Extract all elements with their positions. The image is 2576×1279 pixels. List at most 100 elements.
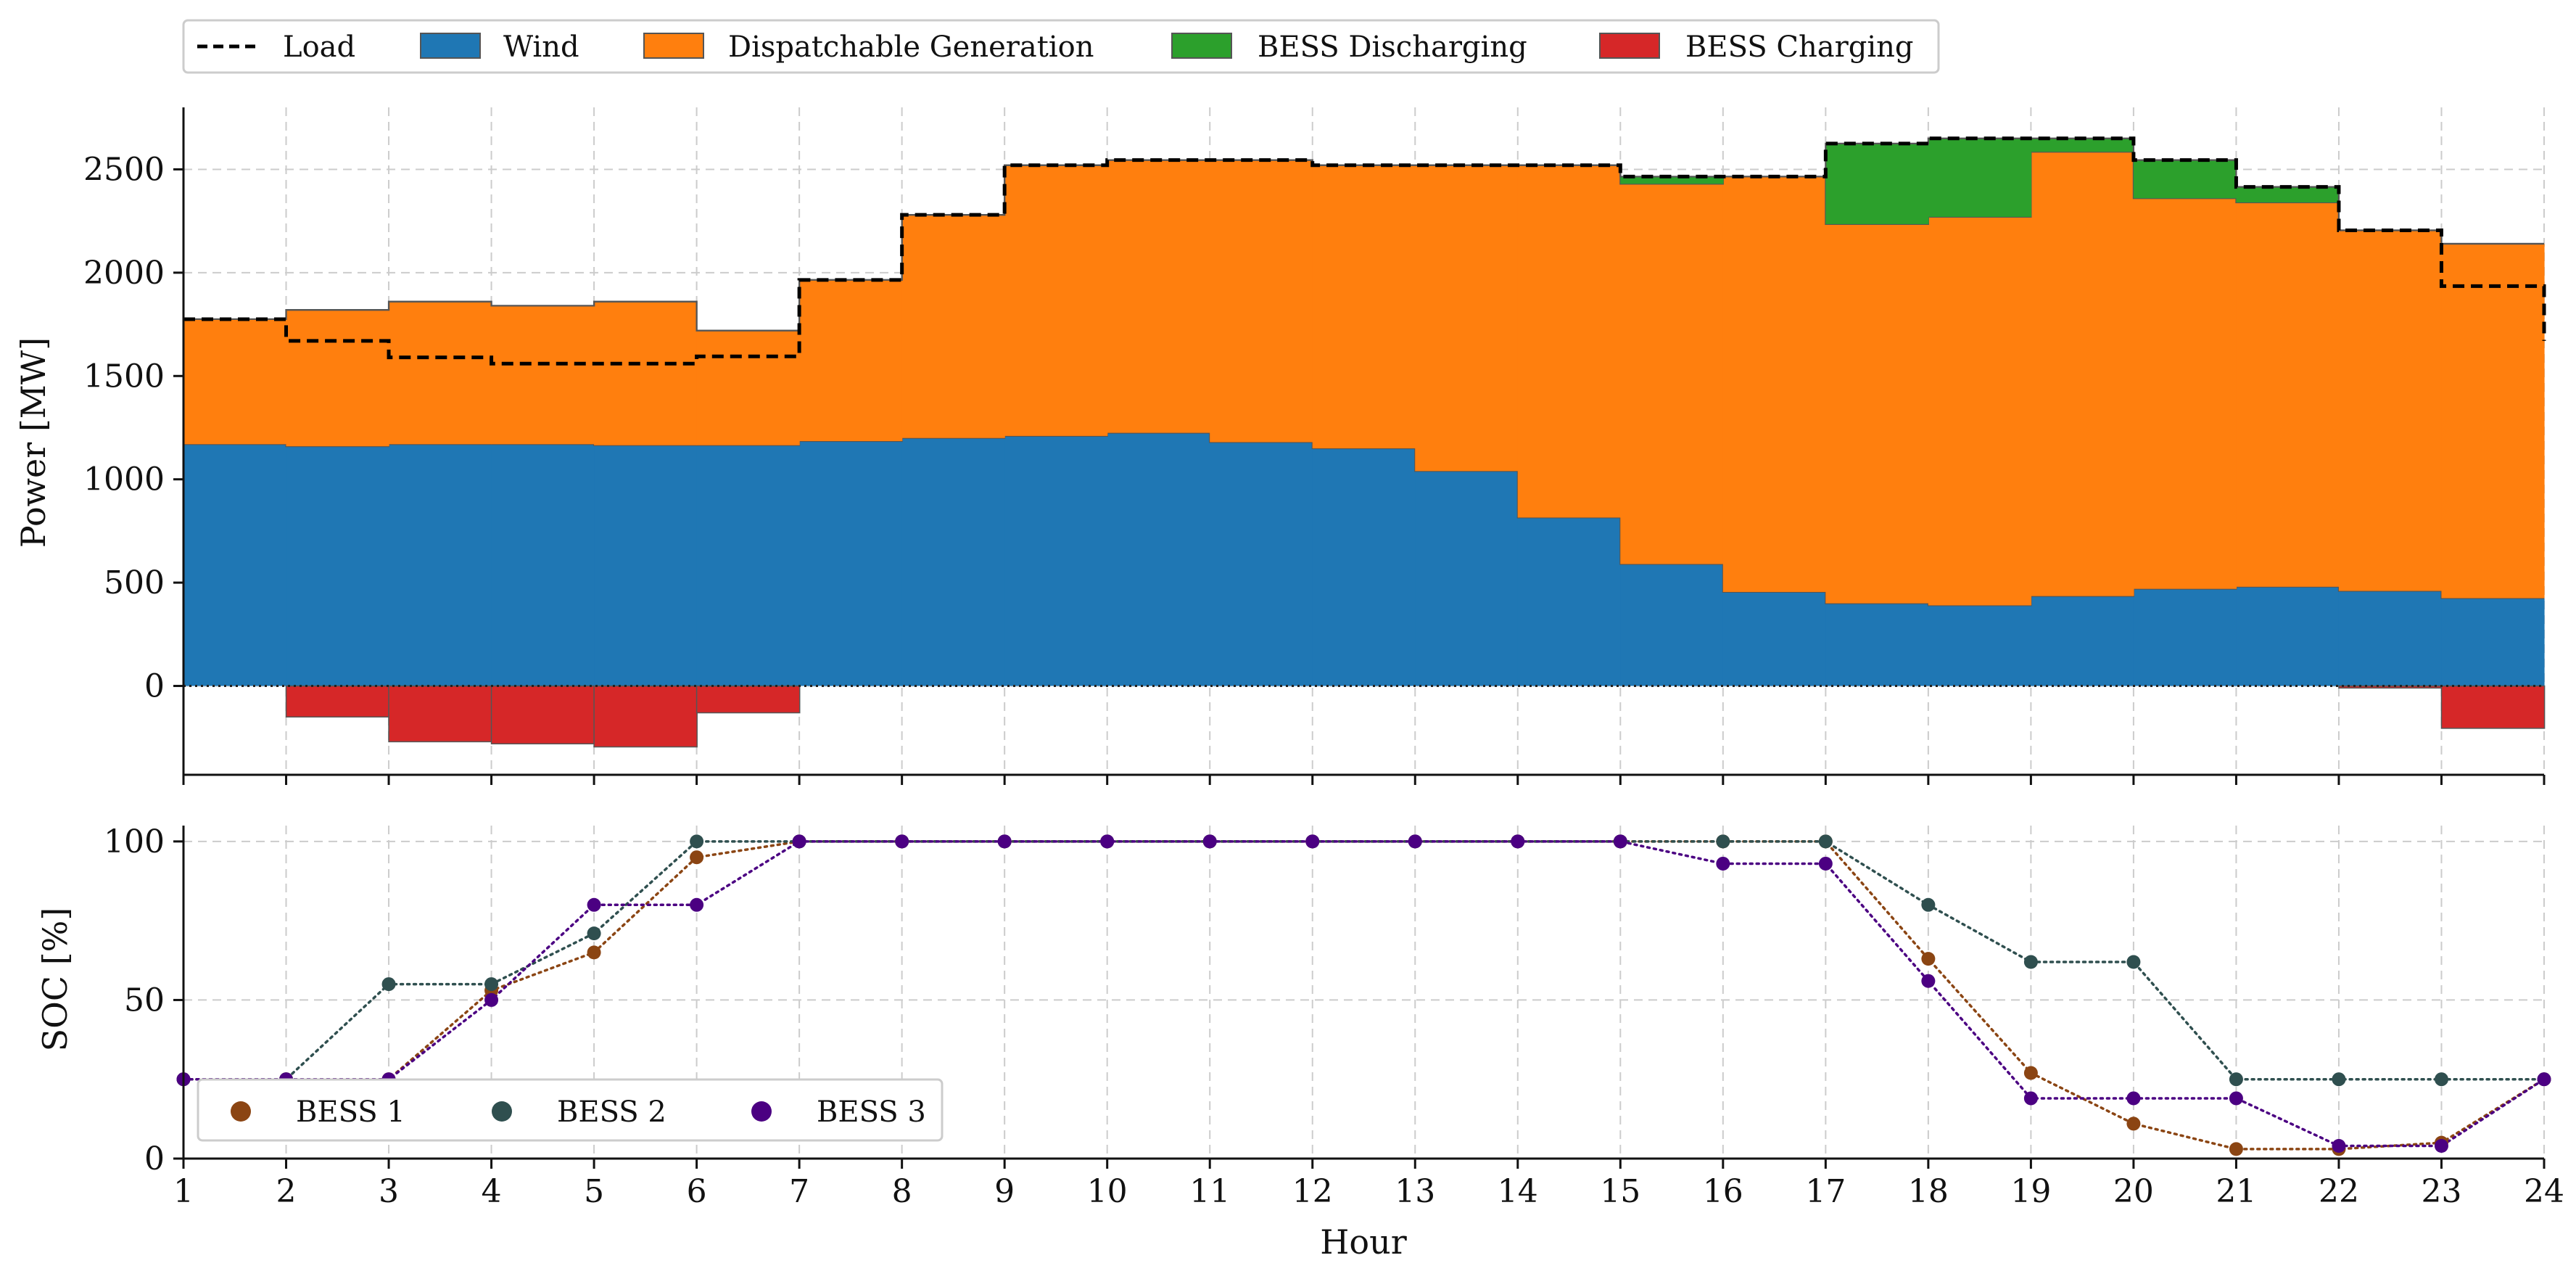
bess-charging-segment-23: [2440, 685, 2546, 729]
wind-segment-18: [1928, 605, 2031, 686]
soc-legend-item-bess2: BESS 2: [492, 1095, 666, 1129]
power-spines: [182, 107, 2544, 776]
hour-tick-label-9: 9: [994, 1173, 1015, 1210]
soc-point-bess-3-h22: [2332, 1139, 2346, 1153]
soc-y-ticks: 0 50 100: [104, 823, 183, 1177]
wind-segment-20: [2133, 588, 2237, 686]
wind-segment-8: [901, 437, 1005, 686]
soc-point-bess-1-h20: [2126, 1116, 2141, 1131]
wind-segment-6: [696, 445, 800, 686]
bess-discharging-segment-18: [1928, 138, 2031, 217]
wind-segment-19: [2031, 596, 2134, 686]
hour-tick-label-12: 12: [1292, 1173, 1333, 1210]
dispatchable-segment-20: [2133, 198, 2237, 589]
hour-tick-label-18: 18: [1908, 1173, 1949, 1210]
dispatchable-segment-5: [594, 301, 698, 445]
dispatchable-segment-17: [1825, 223, 1929, 604]
wind-segment-17: [1825, 603, 1929, 686]
soc-y-tick-label-50: 50: [124, 982, 165, 1019]
legend-item-load: Load: [197, 30, 355, 64]
soc-point-bess-3-h20: [2126, 1091, 2141, 1106]
soc-point-bess-2-h21: [2229, 1072, 2243, 1087]
soc-y-tick-label-100: 100: [104, 823, 165, 860]
soc-point-bess-3-h24: [2537, 1072, 2551, 1087]
wind-segment-16: [1722, 591, 1826, 686]
wind-segment-22: [2338, 591, 2443, 686]
hour-tick-label-24: 24: [2524, 1173, 2564, 1210]
bess-discharging-segment-21: [2236, 186, 2340, 203]
dispatchable-segment-18: [1928, 216, 2031, 606]
power-lines: [183, 136, 2546, 688]
load-line: [183, 136, 2546, 366]
hour-tick-label-23: 23: [2421, 1173, 2461, 1210]
wind-segment-1: [183, 444, 287, 686]
soc-legend-marker-bess2: [492, 1101, 512, 1122]
wind-segment-13: [1415, 471, 1519, 686]
power-areas: [183, 137, 2546, 748]
soc-point-bess-3-h19: [2023, 1091, 2038, 1106]
dispatchable-segment-15: [1620, 184, 1724, 564]
soc-spines: [182, 826, 2544, 1160]
legend-swatch-bess-discharging: [1171, 33, 1232, 59]
dispatchable-segment-19: [2031, 152, 2134, 596]
legend-item-wind: Wind: [420, 30, 579, 64]
power-y-tick-label-500: 500: [104, 564, 165, 601]
soc-point-bess-3-h7: [792, 834, 806, 849]
wind-segment-4: [491, 444, 595, 686]
soc-point-bess-3-h21: [2229, 1091, 2243, 1106]
legend-swatch-wind: [420, 33, 481, 59]
hour-tick-label-6: 6: [687, 1173, 707, 1210]
bess-discharging-segment-19: [2031, 138, 2134, 152]
dispatchable-segment-3: [389, 301, 492, 445]
power-axes: 0 500 1000 1500 2000 2500 Power [MW]: [14, 107, 2546, 785]
power-y-tick-label-1000: 1000: [83, 461, 165, 498]
soc-point-bess-1-h21: [2229, 1142, 2243, 1156]
soc-point-bess-2-h3: [381, 977, 396, 992]
soc-legend-frame: [197, 1078, 944, 1142]
hour-tick-label-8: 8: [892, 1173, 912, 1210]
soc-point-bess-3-h17: [1818, 856, 1833, 871]
soc-point-bess-2-h16: [1716, 834, 1730, 849]
legend-frame: [182, 19, 1940, 74]
hour-tick-label-5: 5: [584, 1173, 604, 1210]
dispatchable-segment-13: [1415, 165, 1519, 472]
hour-tick-label-16: 16: [1703, 1173, 1743, 1210]
legend-label-bess-discharging: BESS Discharging: [1258, 30, 1527, 64]
soc-x-ticks: 1 2 3 4 5 6 7 8 9 10 11 12 13 14 15 16 17 18 19 20 21 22 23 24: [173, 1159, 2564, 1210]
soc-legend-label-bess1: BESS 1: [296, 1095, 405, 1129]
hour-tick-label-20: 20: [2113, 1173, 2154, 1210]
dispatchable-segment-10: [1107, 160, 1210, 433]
wind-segment-9: [1004, 435, 1108, 686]
dispatchable-segment-6: [696, 330, 800, 445]
wind-segment-5: [594, 445, 698, 686]
soc-point-bess-3-h16: [1716, 856, 1730, 871]
soc-point-bess-2-h4: [484, 977, 499, 992]
soc-point-bess-2-h5: [587, 926, 601, 941]
soc-y-tick-label-0: 0: [144, 1140, 165, 1177]
soc-point-bess-3-h8: [895, 834, 909, 849]
soc-legend-label-bess3: BESS 3: [817, 1095, 926, 1129]
bess-charging-segment-5: [593, 685, 698, 748]
soc-point-bess-3-h11: [1202, 834, 1217, 849]
hour-tick-label-19: 19: [2010, 1173, 2051, 1210]
soc-point-bess-2-h18: [1921, 897, 1936, 912]
hour-tick-label-3: 3: [379, 1173, 399, 1210]
dispatchable-segment-21: [2236, 202, 2340, 587]
hour-tick-label-22: 22: [2319, 1173, 2359, 1210]
bess-charging-segment-4: [490, 685, 595, 745]
dispatchable-segment-23: [2441, 243, 2545, 599]
soc-lines: [182, 840, 2546, 1151]
dispatchable-segment-7: [799, 279, 903, 441]
wind-segment-7: [799, 441, 903, 686]
soc-point-bess-2-h20: [2126, 955, 2141, 969]
soc-point-bess-2-h6: [690, 834, 704, 849]
hour-tick-label-15: 15: [1600, 1173, 1640, 1210]
soc-point-bess-1-h19: [2023, 1066, 2038, 1080]
legend-label-wind: Wind: [503, 30, 579, 64]
legend-swatch-bess-charging: [1599, 33, 1660, 59]
wind-segment-12: [1312, 448, 1416, 686]
power-x-ticks: [182, 775, 2546, 785]
soc-point-bess-3-h9: [997, 834, 1012, 849]
soc-point-bess-2-h23: [2434, 1072, 2448, 1087]
